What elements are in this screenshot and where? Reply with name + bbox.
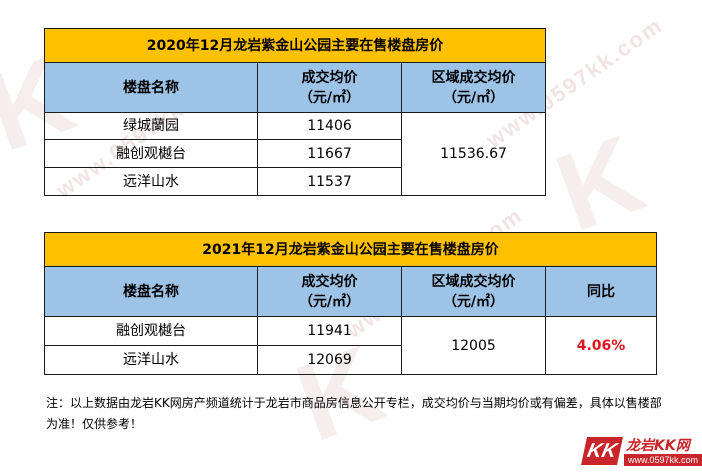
header-name: 楼盘名称 [44, 266, 258, 317]
header-name: 楼盘名称 [44, 62, 258, 113]
region-price: 12005 [401, 316, 546, 375]
row-price: 12069 [257, 345, 402, 375]
region-price: 11536.67 [400, 112, 547, 196]
header-avg-line1: 成交均价 [301, 69, 358, 86]
table-2021: 2021年12月龙岩紫金山公园主要在售楼盘房价 楼盘名称 成交均价 （元/㎡） … [43, 232, 658, 375]
header-avg-line2: （元/㎡） [298, 89, 361, 106]
row-price: 11667 [257, 139, 402, 168]
site-logo: KK 龙岩KK网 www.0597kk.com [581, 435, 702, 467]
table-2021-title: 2021年12月龙岩紫金山公园主要在售楼盘房价 [43, 232, 658, 267]
row-name: 远洋山水 [44, 345, 258, 375]
header-region-line1: 区域成交均价 [431, 273, 516, 290]
header-avg-line1: 成交均价 [301, 273, 358, 290]
row-price: 11537 [257, 167, 402, 196]
row-name: 融创观樾台 [44, 139, 258, 168]
row-name: 融创观樾台 [44, 316, 258, 346]
header-avg-price: 成交均价 （元/㎡） [257, 62, 402, 113]
table-2020-title: 2020年12月龙岩紫金山公园主要在售楼盘房价 [43, 28, 547, 63]
logo-url: www.0597kk.com [624, 454, 702, 466]
table-2020: 2020年12月龙岩紫金山公园主要在售楼盘房价 楼盘名称 成交均价 （元/㎡） … [43, 28, 547, 196]
header-region-price: 区域成交均价 （元/㎡） [401, 266, 546, 317]
row-name: 绿城蘭园 [44, 112, 258, 140]
header-avg-line2: （元/㎡） [298, 293, 361, 310]
row-name: 远洋山水 [44, 167, 258, 196]
header-region-line2: （元/㎡） [442, 293, 505, 310]
footnote: 注：以上数据由龙岩KK网房产频道统计于龙岩市商品房信息公开专栏，成交均价与当期均… [46, 396, 662, 431]
logo-kk-icon: KK [581, 437, 623, 465]
header-region-line1: 区域成交均价 [431, 69, 516, 86]
header-yoy: 同比 [544, 266, 658, 317]
header-region-price: 区域成交均价 （元/㎡） [400, 62, 547, 113]
yoy-value: 4.06% [544, 316, 658, 375]
logo-name: 龙岩KK网 [626, 438, 690, 454]
row-price: 11406 [257, 112, 402, 140]
header-region-line2: （元/㎡） [442, 89, 505, 106]
header-avg-price: 成交均价 （元/㎡） [257, 266, 402, 317]
row-price: 11941 [257, 316, 402, 346]
